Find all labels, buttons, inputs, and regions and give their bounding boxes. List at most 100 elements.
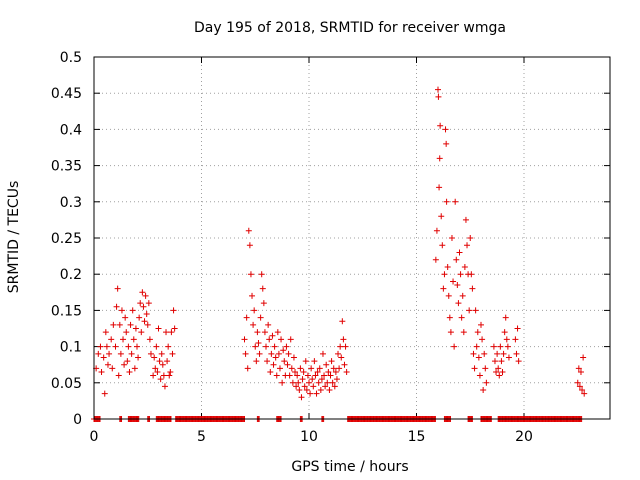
data-point [243, 314, 250, 321]
data-point [514, 325, 521, 332]
data-point [493, 368, 500, 375]
data-point [442, 126, 449, 133]
data-point [289, 379, 296, 386]
data-point [447, 329, 454, 336]
data-point [316, 365, 323, 372]
x-tick-label: 10 [300, 429, 318, 445]
data-point [480, 387, 487, 394]
data-point [117, 350, 124, 357]
data-point [438, 213, 445, 220]
data-point [464, 242, 471, 249]
data-point [275, 350, 282, 357]
y-tick-label: 0.45 [51, 86, 82, 102]
data-point [114, 285, 121, 292]
data-point [313, 390, 320, 397]
data-point [251, 307, 258, 314]
data-point [476, 372, 483, 379]
data-point [433, 227, 440, 234]
data-point [258, 271, 265, 278]
data-point [156, 358, 163, 365]
data-point [161, 383, 168, 390]
data-point [165, 343, 172, 350]
data-point [268, 350, 275, 357]
data-point [287, 336, 294, 343]
data-point [123, 329, 130, 336]
data-points [91, 86, 588, 422]
data-point [293, 383, 300, 390]
data-point [296, 387, 303, 394]
data-point [494, 350, 501, 357]
axis-ticks: 0 5 10 15 20 0 0.05 0.1 0.15 0.2 0.25 0.3 0.35 0.4 0.4… [51, 50, 610, 445]
data-point [332, 368, 339, 375]
data-point [456, 249, 463, 256]
data-point [340, 336, 347, 343]
data-point [330, 365, 337, 372]
y-tick-label: 0 [73, 412, 82, 428]
data-point [256, 350, 263, 357]
data-point [467, 235, 474, 241]
data-point [294, 372, 301, 379]
data-point [160, 372, 167, 379]
data-point [116, 321, 123, 328]
data-point [298, 394, 305, 401]
data-point [143, 311, 150, 318]
data-point [97, 343, 104, 350]
data-point [260, 300, 267, 307]
data-point [326, 387, 333, 394]
data-point [339, 318, 346, 325]
data-point [466, 307, 473, 314]
plot-frame [93, 56, 611, 420]
data-point [168, 329, 175, 336]
data-point [152, 365, 159, 372]
data-point [452, 198, 459, 205]
chart-title: Day 195 of 2018, SRMTID for receiver wmg… [194, 20, 506, 36]
data-point [505, 354, 512, 361]
data-point [475, 354, 482, 361]
data-point [574, 379, 581, 386]
data-point [140, 303, 147, 310]
data-point [264, 358, 271, 365]
data-point [125, 343, 132, 350]
data-point [311, 358, 318, 365]
y-tick-label: 0.2 [60, 267, 82, 283]
data-point [308, 365, 315, 372]
data-point [261, 329, 268, 336]
data-point [459, 292, 466, 299]
data-point [157, 376, 164, 383]
data-point [310, 383, 317, 390]
data-point [286, 372, 293, 379]
data-point [135, 354, 142, 361]
data-point [129, 307, 136, 314]
data-point [328, 358, 335, 365]
data-point [247, 271, 254, 278]
y-tick-label: 0.15 [51, 303, 82, 319]
data-point [159, 361, 166, 368]
data-point [154, 368, 161, 375]
data-point [579, 387, 586, 394]
data-point [503, 336, 510, 343]
data-point [317, 387, 324, 394]
data-point [249, 292, 256, 299]
data-point [269, 332, 276, 339]
data-point [103, 343, 110, 350]
data-point [338, 354, 345, 361]
data-point [309, 376, 316, 383]
data-point [132, 325, 139, 332]
data-point [285, 350, 292, 357]
data-point [451, 343, 458, 350]
data-point [245, 227, 252, 234]
data-point [496, 372, 503, 379]
data-point [495, 365, 502, 372]
data-point [329, 379, 336, 386]
data-point [271, 343, 278, 350]
data-point [473, 343, 480, 350]
data-point [576, 383, 583, 390]
y-tick-label: 0.3 [60, 195, 82, 211]
data-point [445, 292, 452, 299]
data-point [246, 242, 253, 249]
data-point [455, 300, 462, 307]
data-point [479, 336, 486, 343]
data-point [301, 383, 308, 390]
data-point [515, 358, 522, 365]
data-point [139, 289, 146, 296]
